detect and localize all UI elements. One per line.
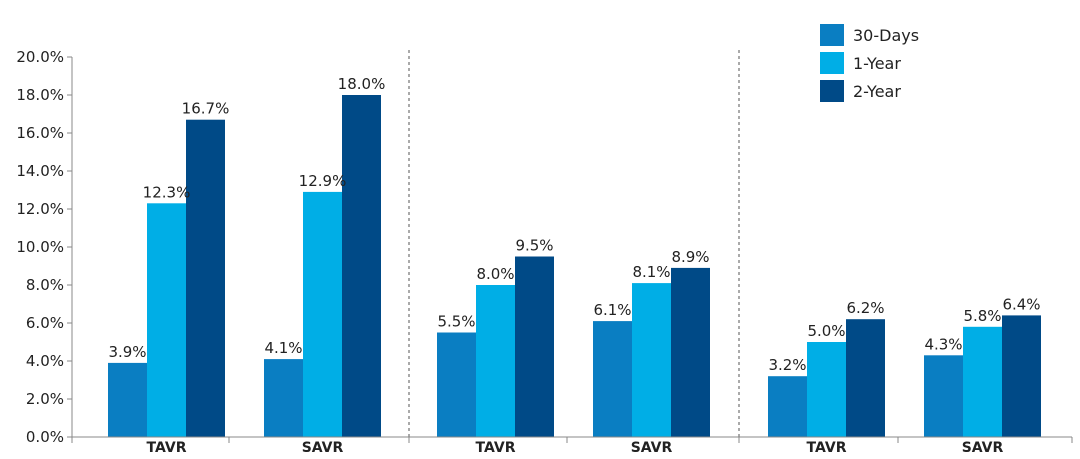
y-tick-label: 14.0% bbox=[16, 162, 64, 180]
x-tick-label: SAVR bbox=[962, 440, 1004, 456]
x-tick-label: TAVR bbox=[476, 440, 516, 456]
y-tick-label: 0.0% bbox=[26, 428, 64, 446]
bar bbox=[807, 342, 846, 437]
y-tick-label: 20.0% bbox=[16, 48, 64, 66]
bar bbox=[768, 376, 807, 437]
bar bbox=[924, 355, 963, 437]
legend-swatch bbox=[820, 52, 844, 74]
bar bbox=[186, 119, 225, 437]
legend-label: 1-Year bbox=[853, 54, 901, 73]
data-labels: 3.9% 12.3% 16.7% 4.1% 12.9% 18.0% 5.5% 8.0%9.5%… bbox=[108, 75, 1040, 374]
y-tick-label: 10.0% bbox=[16, 238, 64, 256]
legend-label: 30-Days bbox=[853, 26, 919, 45]
x-tick-label: TAVR bbox=[807, 440, 847, 456]
bar bbox=[147, 203, 186, 437]
data-label: 4.1% bbox=[264, 339, 302, 357]
bar bbox=[108, 362, 147, 437]
data-label: 8.9% bbox=[671, 248, 709, 266]
y-tick-label: 2.0% bbox=[26, 390, 64, 408]
x-axis: TAVR SAVR TAVR SAVR TAVR SAVR bbox=[71, 436, 1073, 456]
data-label: 6.1% bbox=[593, 301, 631, 319]
data-label: 9.5% bbox=[515, 237, 553, 255]
bar bbox=[593, 321, 632, 437]
bar bbox=[476, 285, 515, 437]
y-tick-label: 6.0% bbox=[26, 314, 64, 332]
panel-separators bbox=[408, 50, 740, 437]
bar bbox=[963, 326, 1002, 437]
bar bbox=[264, 359, 303, 437]
y-tick-label: 16.0% bbox=[16, 124, 64, 142]
x-tick-label: TAVR bbox=[147, 440, 187, 456]
data-label: 5.0% bbox=[807, 322, 845, 340]
bar bbox=[303, 191, 342, 437]
data-label: 18.0% bbox=[338, 75, 386, 93]
legend: 30-Days 1-Year 2-Year bbox=[820, 24, 919, 102]
legend-label: 2-Year bbox=[853, 82, 901, 101]
data-label: 6.4% bbox=[1002, 295, 1040, 313]
data-label: 3.2% bbox=[768, 356, 806, 374]
bar bbox=[437, 332, 476, 437]
legend-swatch bbox=[820, 24, 844, 46]
data-label: 5.5% bbox=[437, 313, 475, 331]
y-tick-label: 8.0% bbox=[26, 276, 64, 294]
data-label: 16.7% bbox=[182, 100, 230, 118]
bars bbox=[108, 95, 1041, 437]
data-label: 12.3% bbox=[143, 183, 191, 201]
x-tick-label: SAVR bbox=[631, 440, 673, 456]
data-label: 4.3% bbox=[924, 335, 962, 353]
bar bbox=[671, 267, 710, 437]
data-label: 8.1% bbox=[632, 263, 670, 281]
y-tick-label: 18.0% bbox=[16, 86, 64, 104]
y-tick-label: 4.0% bbox=[26, 352, 64, 370]
y-axis: 0.0% 2.0% 4.0% 6.0% 8.0% 10.0% 12.0% 14.0% 16.0%… bbox=[16, 48, 73, 446]
data-label: 3.9% bbox=[108, 343, 146, 361]
bar bbox=[342, 95, 381, 437]
data-label: 8.0% bbox=[476, 265, 514, 283]
bar bbox=[515, 256, 554, 437]
bar bbox=[846, 319, 885, 437]
bar bbox=[632, 283, 671, 437]
data-label: 12.9% bbox=[299, 172, 347, 190]
x-tick-label: SAVR bbox=[302, 440, 344, 456]
legend-swatch bbox=[820, 80, 844, 102]
y-tick-label: 12.0% bbox=[16, 200, 64, 218]
data-label: 5.8% bbox=[963, 307, 1001, 325]
data-label: 6.2% bbox=[846, 299, 884, 317]
bar bbox=[1002, 315, 1041, 437]
